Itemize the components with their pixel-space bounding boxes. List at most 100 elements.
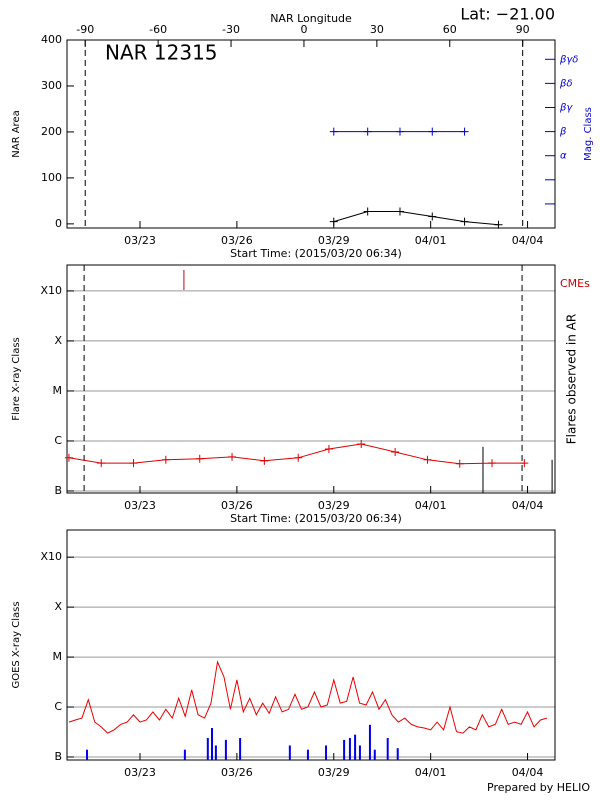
- plot-frame: [66, 264, 556, 494]
- x-tick-label: 04/01: [415, 234, 447, 247]
- flare-bar: [183, 749, 186, 760]
- data-line: [68, 660, 548, 734]
- x-tick-label: 04/04: [512, 499, 544, 512]
- x-axis-label: Start Time: (2015/03/20 06:34): [230, 247, 402, 260]
- y2-tick-label: βγδ: [559, 54, 578, 65]
- flare-bar: [343, 739, 346, 760]
- data-point: [395, 127, 404, 136]
- data-line: [333, 211, 499, 226]
- y-axis-label: NAR Area: [11, 110, 22, 157]
- y-tick-label: 100: [41, 171, 62, 184]
- flare-bar: [224, 739, 227, 760]
- flare-bar: [86, 749, 89, 760]
- data-point: [363, 127, 372, 136]
- data-point: [195, 454, 204, 463]
- flare-bar: [325, 745, 328, 760]
- x-tick-label: 04/04: [512, 766, 544, 779]
- latitude-label: Lat: −21.00: [460, 5, 555, 24]
- x-tick-label: 03/26: [221, 499, 253, 512]
- y2-tick-label: βδ: [559, 78, 573, 89]
- y-tick-label: 400: [41, 33, 62, 46]
- data-point: [455, 459, 464, 468]
- x-tick-label: 04/04: [512, 234, 544, 247]
- y-tick-label: C: [54, 700, 62, 713]
- x-tick-label: 03/29: [318, 234, 350, 247]
- flare-bar: [358, 745, 361, 760]
- data-point: [428, 127, 437, 136]
- plot-frame: [66, 529, 556, 761]
- x2-tick-label: 0: [300, 23, 307, 36]
- flare-bar: [386, 737, 389, 760]
- y-tick-label: B: [54, 484, 62, 497]
- data-point: [460, 127, 469, 136]
- data-point: [520, 459, 529, 468]
- x-tick-label: 03/29: [318, 766, 350, 779]
- y-tick-label: 300: [41, 79, 62, 92]
- data-point: [294, 453, 303, 462]
- y-tick-label: B: [54, 750, 62, 763]
- data-line: [68, 443, 525, 465]
- flare-bar: [206, 737, 209, 760]
- y2-axis-label: Mag. Class: [583, 107, 594, 161]
- flare-bar: [396, 748, 399, 760]
- data-point: [460, 217, 469, 226]
- x-tick-label: 03/26: [221, 766, 253, 779]
- x-tick-label: 03/29: [318, 499, 350, 512]
- y-tick-label: X10: [40, 550, 62, 563]
- y-tick-label: 200: [41, 125, 62, 138]
- data-point: [324, 445, 333, 454]
- flare-bar: [214, 745, 217, 760]
- y-tick-label: M: [53, 650, 63, 663]
- flare-bar: [368, 724, 371, 760]
- flare-bar: [211, 728, 214, 760]
- x-tick-label: 04/01: [415, 766, 447, 779]
- y-tick-label: 0: [55, 217, 62, 230]
- flare-bar: [239, 737, 242, 760]
- flare-bar: [306, 749, 309, 760]
- x2-tick-label: 60: [443, 23, 457, 36]
- x2-axis-label: NAR Longitude: [270, 12, 352, 25]
- data-point: [357, 439, 366, 448]
- data-point: [329, 127, 338, 136]
- x-tick-label: 04/01: [415, 499, 447, 512]
- data-point: [329, 217, 338, 226]
- y2-tick-label: α: [560, 151, 567, 162]
- flare-bar: [373, 749, 376, 760]
- data-point: [129, 459, 138, 468]
- data-point: [260, 456, 269, 465]
- x2-tick-label: -90: [76, 23, 94, 36]
- data-point: [494, 220, 503, 229]
- y-tick-label: X10: [40, 284, 62, 297]
- data-point: [228, 452, 237, 461]
- flare-bar: [354, 734, 357, 760]
- data-point: [97, 459, 106, 468]
- y2-axis-label: Flares observed in AR: [565, 314, 579, 444]
- x-tick-label: 03/23: [124, 766, 156, 779]
- data-point: [488, 459, 497, 468]
- x-tick-label: 03/23: [124, 234, 156, 247]
- x2-tick-label: 90: [516, 23, 530, 36]
- data-point: [423, 455, 432, 464]
- plot-frame: [66, 39, 556, 229]
- footnote: Prepared by HELIO: [487, 781, 590, 794]
- flare-bar: [288, 745, 291, 760]
- y-tick-label: M: [53, 384, 63, 397]
- x2-tick-label: -60: [149, 23, 167, 36]
- y-axis-label: GOES X-ray Class: [11, 601, 22, 688]
- data-point: [395, 207, 404, 216]
- data-point: [363, 207, 372, 216]
- y-tick-label: X: [54, 600, 62, 613]
- cme-label: CMEs: [560, 277, 590, 290]
- y2-tick-label: βγ: [559, 102, 573, 113]
- y-tick-label: C: [54, 434, 62, 447]
- data-point: [161, 455, 170, 464]
- panel-title: NAR 12315: [105, 41, 218, 65]
- y2-tick-label: β: [559, 127, 567, 138]
- data-point: [64, 453, 73, 462]
- y-tick-label: X: [54, 334, 62, 347]
- x2-tick-label: 30: [370, 23, 384, 36]
- data-point: [391, 448, 400, 457]
- x-axis-label: Start Time: (2015/03/20 06:34): [230, 512, 402, 525]
